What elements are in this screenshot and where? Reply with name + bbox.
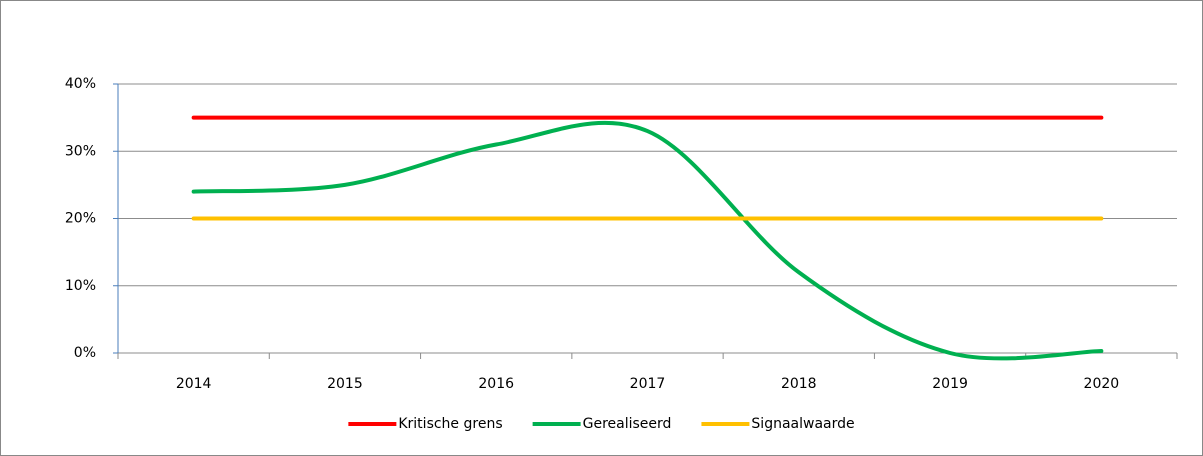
- y-tick-label: 20%: [65, 211, 96, 227]
- y-tick-label: 40%: [65, 76, 96, 92]
- x-tick-label: 2014: [176, 376, 212, 392]
- legend-label: Gerealiseerd: [583, 416, 672, 432]
- series-line: [191, 120, 1104, 361]
- legend-label: Signaalwaarde: [751, 416, 854, 432]
- x-tick-label: 2018: [781, 376, 817, 392]
- y-tick-label: 10%: [65, 278, 96, 294]
- legend-label: Kritische grens: [398, 416, 502, 432]
- x-tick-label: 2019: [932, 376, 968, 392]
- x-tick-label: 2016: [478, 376, 514, 392]
- x-tick-label: 2015: [327, 376, 363, 392]
- x-tick-label: 2017: [630, 376, 666, 392]
- y-tick-label: 0%: [74, 345, 96, 361]
- x-tick-label: 2020: [1084, 376, 1120, 392]
- y-tick-label: 30%: [65, 143, 96, 159]
